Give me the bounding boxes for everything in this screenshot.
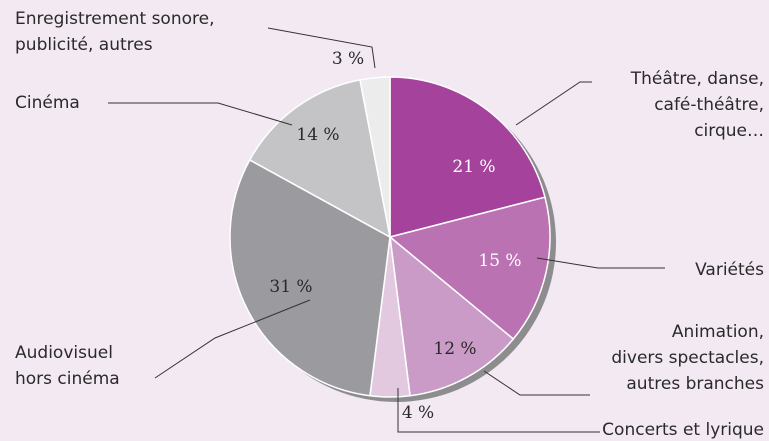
- value-label-1: 21 %: [452, 157, 495, 177]
- leader-line-3: [483, 370, 590, 396]
- leader-line-5: [154, 299, 311, 379]
- leader-line-6: [108, 102, 293, 126]
- category-label-7-line-1: Enregistrement sonore,: [15, 9, 214, 29]
- category-label-1-line-3: cirque…: [694, 121, 764, 141]
- category-label-3-line-3: autres branches: [626, 374, 764, 394]
- value-label-3: 12 %: [433, 339, 476, 359]
- category-label-6-line-1: Cinéma: [15, 93, 80, 113]
- leader-lines: [108, 27, 665, 433]
- pie-slice-2: [389, 196, 551, 340]
- category-label-1-line-1: Théâtre, danse,: [630, 69, 764, 89]
- value-label-7: 3 %: [332, 49, 364, 69]
- category-label-5-line-2: hors cinéma: [15, 369, 120, 389]
- value-label-2: 15 %: [478, 251, 521, 271]
- leader-line-2: [536, 257, 665, 269]
- pie-slices: [229, 76, 551, 398]
- pie-slice-1: [389, 76, 546, 238]
- category-label-3-line-1: Animation,: [672, 322, 764, 342]
- value-label-4: 4 %: [402, 403, 434, 423]
- leader-line-7: [267, 27, 376, 69]
- category-label-1-line-2: café-théâtre,: [654, 95, 764, 115]
- value-label-6: 14 %: [296, 125, 339, 145]
- category-label-2-line-1: Variétés: [695, 260, 764, 280]
- category-labels: Théâtre, danse, café-théâtre, cirque… Varié…: [15, 9, 764, 440]
- leader-line-1: [515, 81, 592, 126]
- leader-line-4: [397, 388, 600, 433]
- value-labels: 21 % 15 % 12 % 4 % 31 % 14 % 3 %: [269, 49, 521, 423]
- pie-slice-3: [389, 236, 515, 397]
- category-label-7-line-2: publicité, autres: [15, 35, 153, 55]
- category-label-3-line-2: divers spectacles,: [611, 348, 764, 368]
- category-label-5-line-1: Audiovisuel: [15, 343, 113, 363]
- value-label-5: 31 %: [269, 277, 312, 297]
- pie-slice-6: [249, 79, 391, 238]
- category-label-4-line-1: Concerts et lyrique: [602, 420, 764, 440]
- pie-slice-7: [359, 76, 391, 238]
- pie-slice-5: [229, 159, 391, 397]
